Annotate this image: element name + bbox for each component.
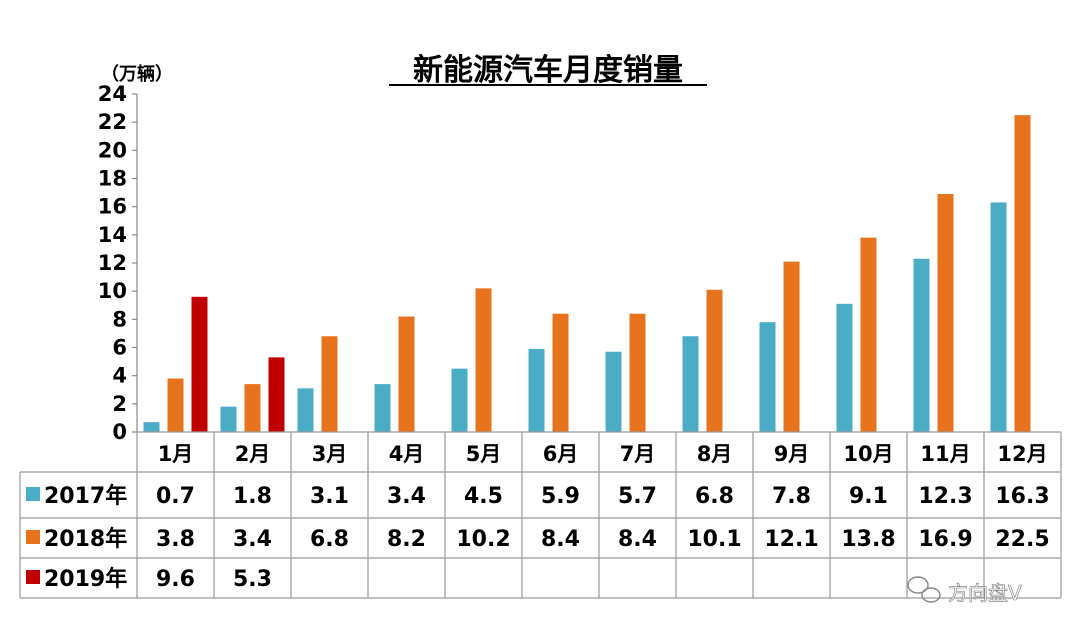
watermark-text: 方向盘V <box>948 581 1022 605</box>
data-label: 5.7 <box>618 484 657 509</box>
bar-2018年-6月 <box>552 313 569 432</box>
bar-2018年-4月 <box>398 316 415 432</box>
data-label: 5.9 <box>541 484 580 509</box>
x-tick-label: 9月 <box>774 442 810 466</box>
y-tick-label: 12 <box>98 251 127 275</box>
data-label: 10.2 <box>456 527 510 552</box>
data-label: 3.4 <box>233 527 272 552</box>
bar-2017年-4月 <box>374 384 391 432</box>
bar-2018年-9月 <box>783 261 800 432</box>
data-label: 6.8 <box>695 484 734 509</box>
bar-2017年-9月 <box>759 322 776 432</box>
bar-2017年-1月 <box>143 422 160 432</box>
y-tick-label: 0 <box>112 420 127 444</box>
bar-2017年-11月 <box>913 258 930 432</box>
y-tick-label: 6 <box>112 336 127 360</box>
data-label: 6.8 <box>310 527 349 552</box>
y-tick-label: 10 <box>98 279 127 303</box>
y-tick-label: 14 <box>98 223 127 247</box>
data-label: 9.1 <box>849 484 888 509</box>
data-label: 16.3 <box>995 484 1049 509</box>
bar-2017年-10月 <box>836 303 853 432</box>
data-label: 22.5 <box>995 527 1049 552</box>
y-tick-label: 8 <box>112 307 127 331</box>
bar-2018年-8月 <box>706 289 723 432</box>
x-tick-label: 3月 <box>312 442 348 466</box>
data-label: 3.4 <box>387 484 426 509</box>
data-label: 3.1 <box>310 484 349 509</box>
x-tick-label: 2月 <box>235 442 271 466</box>
x-tick-label: 5月 <box>466 442 502 466</box>
bar-2018年-7月 <box>629 313 646 432</box>
x-tick-label: 11月 <box>920 442 970 466</box>
bar-2019年-1月 <box>191 296 208 432</box>
bar-2018年-11月 <box>937 193 954 432</box>
bar-2018年-2月 <box>244 384 261 432</box>
y-tick-label: 22 <box>98 110 127 134</box>
bar-2018年-12月 <box>1014 115 1031 432</box>
y-tick-label: 18 <box>98 167 127 191</box>
data-label: 4.5 <box>464 484 503 509</box>
data-label: 5.3 <box>233 567 272 592</box>
y-tick-label: 20 <box>98 138 127 162</box>
data-label: 10.1 <box>687 527 741 552</box>
legend-label: 2018年 <box>44 526 127 552</box>
data-label: 12.1 <box>764 527 818 552</box>
data-label: 1.8 <box>233 484 272 509</box>
data-label: 0.7 <box>156 484 195 509</box>
legend-label: 2019年 <box>44 566 127 592</box>
y-tick-label: 16 <box>98 195 127 219</box>
bar-2017年-5月 <box>451 368 468 432</box>
x-tick-label: 4月 <box>389 442 425 466</box>
x-tick-label: 7月 <box>620 442 656 466</box>
data-label: 9.6 <box>156 567 195 592</box>
data-label: 8.2 <box>387 527 426 552</box>
y-tick-label: 24 <box>98 82 127 106</box>
wechat-icon <box>907 576 941 603</box>
y-tick-label: 2 <box>112 392 127 416</box>
data-label: 8.4 <box>541 527 580 552</box>
x-tick-label: 1月 <box>158 442 194 466</box>
y-tick-label: 4 <box>112 364 127 388</box>
bar-2018年-5月 <box>475 288 492 432</box>
data-label: 3.8 <box>156 527 195 552</box>
data-label: 8.4 <box>618 527 657 552</box>
x-tick-label: 6月 <box>543 442 579 466</box>
bar-2017年-3月 <box>297 388 314 432</box>
x-tick-label: 12月 <box>997 442 1047 466</box>
data-label: 13.8 <box>841 527 895 552</box>
bar-2017年-12月 <box>990 202 1007 432</box>
bar-2017年-2月 <box>220 406 237 432</box>
bar-2018年-3月 <box>321 336 338 432</box>
data-label: 7.8 <box>772 484 811 509</box>
legend-key-2019年 <box>26 570 40 584</box>
data-label: 16.9 <box>918 527 972 552</box>
bar-2018年-1月 <box>167 378 184 432</box>
bar-2017年-7月 <box>605 351 622 432</box>
chart-title: 新能源汽车月度销量 <box>413 53 683 88</box>
x-tick-label: 10月 <box>843 442 893 466</box>
bar-2018年-10月 <box>860 237 877 432</box>
x-tick-label: 8月 <box>697 442 733 466</box>
data-label: 12.3 <box>918 484 972 509</box>
bar-2017年-6月 <box>528 348 545 432</box>
bar-2017年-8月 <box>682 336 699 432</box>
bar-2019年-2月 <box>268 357 285 432</box>
legend-key-2018年 <box>26 530 40 544</box>
legend-key-2017年 <box>26 487 40 501</box>
y-axis-unit-label: （万辆） <box>101 63 173 85</box>
legend-label: 2017年 <box>44 483 127 509</box>
